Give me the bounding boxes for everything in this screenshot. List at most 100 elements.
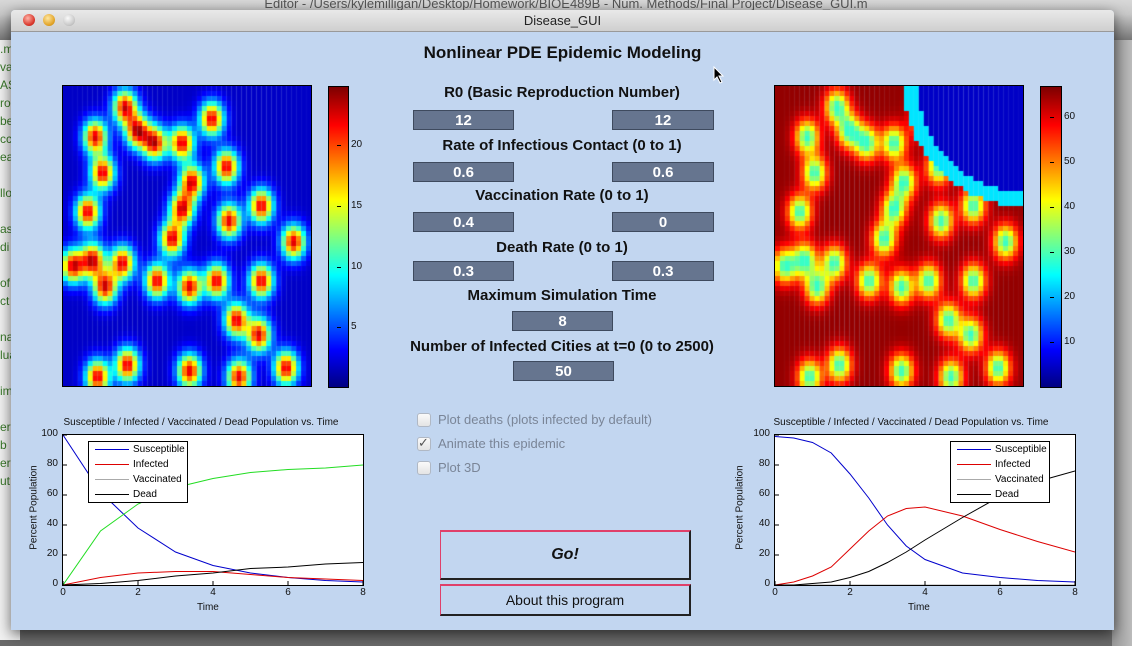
legend-swatch-icon (957, 479, 991, 480)
x-tick-label: 0 (60, 587, 66, 598)
r0-left-input[interactable]: 12 (413, 110, 514, 130)
left-plot-xlabel: Time (197, 602, 219, 613)
r0-label: R0 (Basic Reproduction Number) (444, 84, 680, 101)
legend-swatch-icon (95, 494, 129, 495)
vaccination-rate-right-input[interactable]: 0 (612, 212, 714, 232)
window-title: Disease_GUI (523, 13, 602, 28)
y-tick-label: 100 (41, 428, 58, 439)
zoom-window-button[interactable] (63, 14, 75, 26)
contact-rate-right-input[interactable]: 0.6 (612, 162, 714, 182)
plot-deaths-checkbox[interactable]: Plot deaths (plots infected by default) (417, 412, 652, 427)
colorbar-tick: 50 (1049, 156, 1076, 167)
close-window-button[interactable] (23, 14, 35, 26)
checkbox-icon[interactable] (417, 460, 431, 475)
checkmark-icon[interactable] (417, 435, 431, 451)
right-heatmap (774, 85, 1024, 387)
editor-code-line: ea (0, 150, 14, 164)
plot-deaths-label: Plot deaths (plots infected by default) (438, 412, 652, 427)
legend-swatch-icon (95, 464, 129, 465)
y-tick-label: 40 (758, 518, 770, 529)
x-tick-label: 6 (997, 587, 1003, 598)
y-tick-label: 60 (46, 488, 58, 499)
right-plot-ylabel: Percent Population (734, 465, 746, 550)
plot-3d-label: Plot 3D (438, 460, 481, 475)
editor-code-line: b (0, 438, 7, 452)
series-line-infected (774, 506, 1076, 586)
legend-label: Infected (133, 459, 169, 470)
series-line-dead (62, 562, 364, 586)
legend-entry: Infected (89, 457, 187, 472)
vaccination-rate-left-input[interactable]: 0.4 (413, 212, 514, 232)
max-time-label: Maximum Simulation Time (467, 287, 657, 304)
colorbar-tick: 40 (1049, 201, 1076, 212)
colorbar-tick: 5 (338, 321, 357, 332)
y-tick-label: 80 (758, 458, 770, 469)
legend-swatch-icon (957, 449, 991, 450)
contact-rate-left-input[interactable]: 0.6 (413, 162, 514, 182)
infected-cities-input[interactable]: 50 (513, 361, 614, 381)
r0-right-input[interactable]: 12 (612, 110, 714, 130)
colorbar-tick: 10 (336, 261, 363, 272)
colorbar-tick: 15 (336, 200, 363, 211)
death-rate-left-input[interactable]: 0.3 (413, 261, 514, 281)
editor-code-line: va (0, 60, 13, 74)
series-line-vaccinated (62, 464, 364, 586)
editor-code-line: of (0, 276, 11, 290)
editor-title: Editor - /Users/kylemilligan/Desktop/Hom… (264, 0, 868, 11)
left-plot-legend: Susceptible Infected Vaccinated Dead (88, 441, 188, 503)
legend-entry: Infected (951, 457, 1049, 472)
animate-checkbox[interactable]: Animate this epidemic (417, 435, 565, 451)
x-tick-label: 0 (772, 587, 778, 598)
left-population-plot (62, 434, 364, 586)
infected-cities-label: Number of Infected Cities at t=0 (0 to 2… (410, 338, 714, 355)
checkbox-icon[interactable] (417, 412, 431, 427)
series-line-infected (62, 571, 364, 586)
plot-3d-checkbox[interactable]: Plot 3D (417, 460, 481, 475)
editor-code-line: cc (0, 132, 12, 146)
y-tick-label: 100 (753, 428, 770, 439)
editor-code-line: be (0, 114, 14, 128)
editor-scrollbar (1112, 40, 1132, 646)
editor-code-line: er (0, 456, 11, 470)
legend-swatch-icon (957, 494, 991, 495)
y-tick-label: 60 (758, 488, 770, 499)
editor-code-line: di (0, 240, 10, 254)
legend-entry: Susceptible (951, 442, 1049, 457)
editor-code-line: llo (0, 186, 13, 200)
colorbar-tick: 20 (1049, 291, 1076, 302)
contact-rate-label: Rate of Infectious Contact (0 to 1) (442, 137, 682, 154)
editor-code-line: er (0, 420, 11, 434)
about-button[interactable]: About this program (440, 584, 691, 616)
editor-code-line: as (0, 222, 13, 236)
editor-code-line: ut (0, 474, 11, 488)
left-heatmap (62, 85, 312, 387)
legend-label: Dead (995, 489, 1019, 500)
mouse-cursor-icon (713, 65, 725, 89)
editor-code-line: ct (0, 294, 10, 308)
minimize-window-button[interactable] (43, 14, 55, 26)
colorbar-tick: 60 (1049, 111, 1076, 122)
y-tick-label: 20 (46, 548, 58, 559)
y-tick-label: 80 (46, 458, 58, 469)
y-tick-label: 40 (46, 518, 58, 529)
y-tick-label: 0 (764, 578, 770, 589)
legend-label: Vaccinated (995, 474, 1044, 485)
max-time-input[interactable]: 8 (512, 311, 613, 331)
x-tick-label: 2 (135, 587, 141, 598)
x-tick-label: 4 (922, 587, 928, 598)
death-rate-right-input[interactable]: 0.3 (612, 261, 714, 281)
right-plot-legend: Susceptible Infected Vaccinated Dead (950, 441, 1050, 503)
death-rate-label: Death Rate (0 to 1) (496, 239, 628, 256)
right-colorbar (1040, 86, 1062, 388)
colorbar-tick: 10 (1049, 336, 1076, 347)
title-bar[interactable]: Disease_GUI (11, 10, 1114, 32)
left-colorbar (328, 86, 349, 388)
legend-label: Infected (995, 459, 1031, 470)
editor-code-line: .m (0, 42, 14, 56)
colorbar-tick: 30 (1049, 246, 1076, 257)
go-button[interactable]: Go! (440, 530, 691, 580)
legend-label: Susceptible (995, 444, 1047, 455)
legend-entry: Dead (89, 487, 187, 502)
legend-label: Susceptible (133, 444, 185, 455)
page-title: Nonlinear PDE Epidemic Modeling (423, 43, 702, 62)
